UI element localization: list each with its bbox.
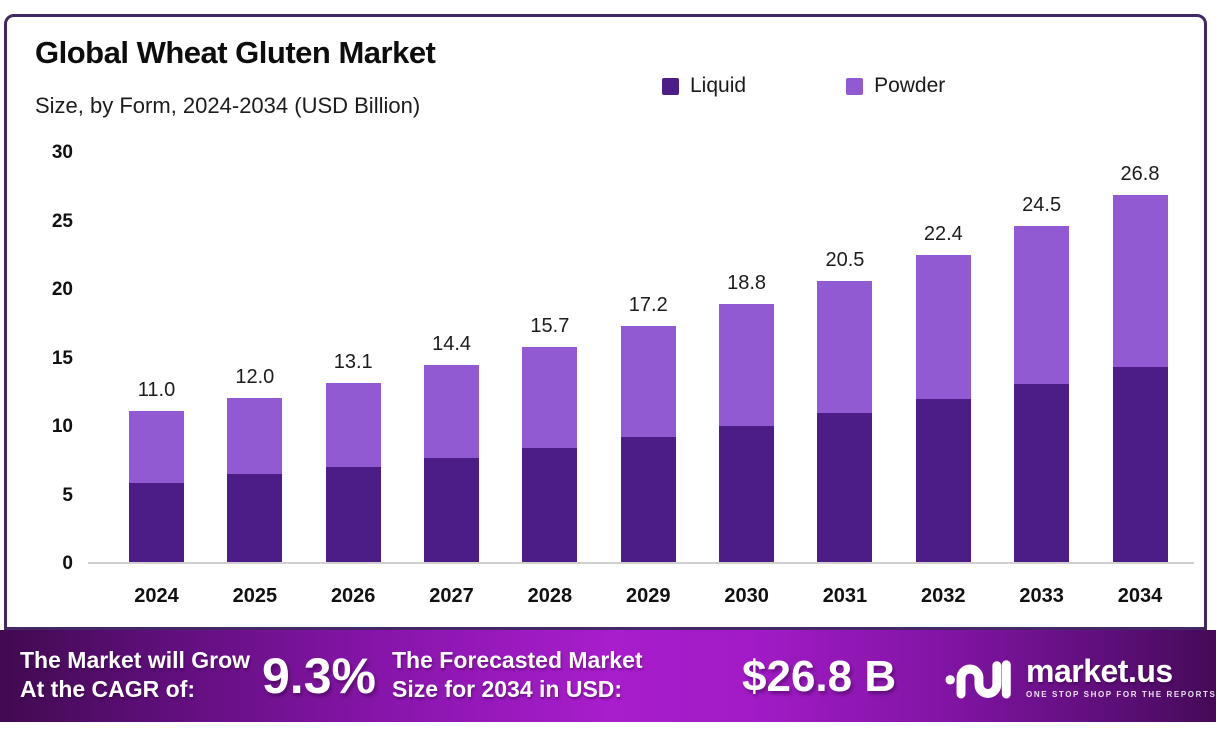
forecast-label: The Forecasted Market Size for 2034 in U… (392, 646, 643, 704)
powder-swatch-icon (846, 77, 864, 95)
forecast-value: $26.8 B (742, 652, 897, 701)
x-axis-label-2029: 2029 (626, 585, 671, 607)
x-axis-label-2026: 2026 (330, 585, 376, 607)
legend-item-powder: Powder (846, 74, 945, 98)
bar-segment-liquid-2026 (325, 467, 381, 562)
bar-segment-liquid-2027 (424, 457, 480, 562)
y-axis-tick-15: 15 (51, 347, 73, 369)
cagr-label: The Market will Grow At the CAGR of: (20, 646, 250, 704)
y-axis-tick-25: 25 (51, 210, 73, 232)
bar-value-label-2030: 18.8 (727, 272, 767, 295)
x-axis-label-2032: 2032 (921, 585, 966, 607)
bar-segment-liquid-2034 (1112, 367, 1168, 562)
cagr-label-line2: At the CAGR of: (20, 676, 196, 702)
bar-segment-powder-2034 (1112, 194, 1168, 368)
plot-area: 11.0 12.0 13.1 14.4 15.7 17.2 18.8 20.5 22.4 24.5… (88, 153, 1194, 564)
chart-subtitle: Size, by Form, 2024-2034 (USD Billion) (35, 93, 421, 118)
x-axis-label-2027: 2027 (429, 585, 474, 607)
bar-value-label-2032: 22.4 (923, 223, 963, 246)
x-axis: 2024 2025 2026 2027 2028 2029 2030 2031 2032 2033… (88, 577, 1194, 619)
liquid-swatch-icon (662, 77, 679, 95)
bar-segment-powder-2032 (915, 255, 971, 399)
bar-segment-powder-2033 (1014, 226, 1070, 384)
bar-segment-liquid-2032 (915, 398, 971, 562)
forecast-label-line1: The Forecasted Market (392, 647, 643, 673)
bar-2027 (424, 364, 480, 562)
bar-segment-powder-2031 (817, 281, 873, 413)
bar-2024 (129, 411, 184, 562)
y-axis-tick-5: 5 (62, 484, 73, 506)
bar-2034 (1112, 194, 1168, 562)
bar-2029 (620, 326, 676, 562)
bar-value-label-2028: 15.7 (530, 314, 570, 337)
bar-segment-powder-2030 (719, 304, 775, 427)
bar-value-label-2033: 24.5 (1022, 194, 1062, 217)
bar-segment-liquid-2024 (129, 482, 184, 562)
bar-segment-liquid-2029 (620, 437, 676, 562)
cagr-value: 9.3% (262, 648, 376, 704)
bar-2028 (522, 346, 578, 562)
y-axis: 0 5 10 15 20 25 30 (7, 142, 79, 574)
marketus-logo-name: market.us (1026, 653, 1173, 689)
x-axis-label-2024: 2024 (134, 585, 179, 607)
marketus-logo-tagline: ONE STOP SHOP FOR THE REPORTS (1026, 690, 1216, 699)
bar-segment-liquid-2031 (817, 412, 873, 562)
x-axis-label-2030: 2030 (724, 585, 769, 607)
bar-value-label-2024: 11.0 (137, 379, 176, 402)
bar-2031 (817, 281, 873, 562)
bar-2026 (325, 382, 381, 562)
bar-segment-liquid-2030 (719, 426, 775, 562)
marketus-logo-icon (945, 660, 1011, 699)
x-axis-label-2025: 2025 (232, 585, 278, 607)
bar-segment-powder-2027 (424, 364, 480, 458)
legend-label: Liquid (690, 74, 747, 97)
x-axis-label-2034: 2034 (1117, 585, 1163, 607)
bar-segment-powder-2028 (522, 346, 578, 449)
chart-panel: Global Wheat Gluten Market Size, by Form… (4, 14, 1207, 630)
y-axis-tick-0: 0 (62, 553, 73, 574)
bar-value-label-2025: 12.0 (235, 365, 275, 388)
x-axis-label-2031: 2031 (822, 585, 868, 607)
bar-value-label-2029: 17.2 (628, 294, 668, 317)
bar-value-label-2031: 20.5 (825, 249, 865, 272)
footer-banner: The Market will Grow At the CAGR of: 9.3… (0, 630, 1216, 722)
forecast-label-line2: Size for 2034 in USD: (392, 676, 623, 702)
marketus-logo-text: market.us ONE STOP SHOP FOR THE REPORTS (1026, 655, 1216, 699)
bar-segment-powder-2026 (325, 382, 381, 468)
bar-2030 (719, 304, 775, 562)
bar-segment-powder-2025 (227, 397, 283, 475)
y-axis-tick-10: 10 (51, 416, 73, 437)
bar-2033 (1014, 226, 1070, 562)
bar-2025 (227, 397, 283, 562)
cagr-label-line1: The Market will Grow (20, 647, 251, 673)
bar-value-label-2026: 13.1 (333, 350, 373, 373)
x-axis-label-2028: 2028 (527, 585, 573, 607)
y-axis-tick-20: 20 (51, 279, 73, 300)
bar-segment-liquid-2025 (227, 474, 283, 562)
y-axis-tick-30: 30 (51, 142, 73, 163)
bar-segment-liquid-2028 (522, 448, 578, 562)
bar-2032 (915, 255, 971, 562)
chart-legend: Liquid Powder (662, 74, 945, 98)
marketus-logo: market.us ONE STOP SHOP FOR THE REPORTS (945, 654, 1216, 700)
legend-label: Powder (874, 74, 946, 97)
legend-item-liquid: Liquid (662, 74, 746, 98)
bar-segment-powder-2024 (129, 411, 184, 483)
bar-value-label-2027: 14.4 (432, 332, 472, 355)
bar-segment-liquid-2033 (1014, 383, 1070, 562)
page-title: Global Wheat Gluten Market (35, 35, 436, 70)
bar-value-label-2034: 26.8 (1120, 162, 1160, 185)
bar-segment-powder-2029 (620, 326, 676, 438)
x-axis-label-2033: 2033 (1019, 585, 1064, 607)
